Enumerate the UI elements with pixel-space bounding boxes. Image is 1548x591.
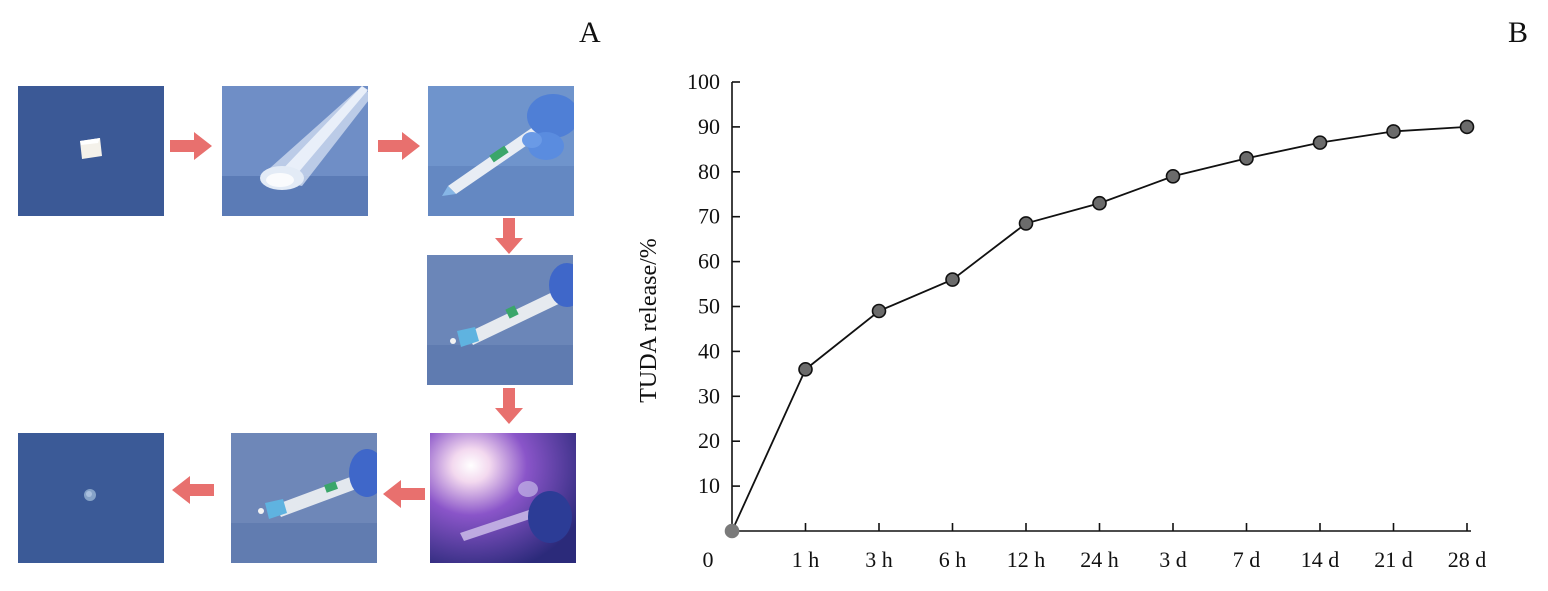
photo-syringe-gloved-hand (428, 86, 574, 216)
panel-a-label: A (579, 16, 601, 49)
arrow-right-icon (170, 132, 212, 160)
x-tick-label: 14 d (1301, 547, 1340, 572)
x-tick-label: 21 d (1374, 547, 1413, 572)
y-tick-label: 40 (698, 338, 720, 363)
arrow-right-icon (378, 132, 420, 160)
data-point (1386, 124, 1401, 139)
y-tick-label: 70 (698, 204, 720, 229)
data-point (871, 303, 887, 319)
y-tick-label: 90 (698, 114, 720, 139)
photo-cured-droplet (18, 433, 164, 563)
data-point (1312, 135, 1328, 150)
data-point (945, 272, 960, 287)
data-points (724, 119, 1475, 539)
x-tick-label: 3 d (1159, 547, 1187, 572)
photo-syringe-injection-2 (231, 433, 377, 563)
y-axis-title: TUDA release/% (636, 238, 662, 403)
y-tick-label: 60 (698, 249, 720, 274)
x-tick-label: 3 h (865, 547, 893, 572)
data-point (1459, 119, 1475, 135)
arrow-down-icon (495, 388, 523, 424)
photo-glass-tube-hydrogel (222, 86, 368, 216)
data-point (1092, 195, 1107, 211)
x-tick-label: 6 h (939, 547, 967, 572)
data-point (1239, 151, 1254, 166)
photo-light-irradiation (430, 433, 576, 563)
data-point (724, 523, 740, 539)
arrow-down-icon (495, 218, 523, 254)
y-tick-label: 80 (698, 159, 720, 184)
release-chart: 10 20 30 40 50 60 70 80 90 100 1 h 3 h 6 h 12 h 24 h 3… (636, 69, 1487, 572)
data-point (1165, 168, 1181, 184)
photo-syringe-injection (427, 255, 573, 385)
x-tick-label: 24 h (1080, 547, 1119, 572)
arrow-left-icon (172, 476, 214, 504)
panel-b-label: B (1508, 16, 1529, 49)
x-tick-label: 7 d (1233, 547, 1261, 572)
data-point (1018, 216, 1034, 231)
y-tick-label: 100 (687, 69, 720, 94)
x-tick-label: 1 h (792, 547, 820, 572)
series-line (731, 126, 1468, 532)
y-axis-ticks: 10 20 30 40 50 60 70 80 90 100 (687, 69, 740, 498)
x-axis-ticks: 1 h 3 h 6 h 12 h 24 h 3 d 7 d 14 d 21 d 28 d (792, 523, 1487, 572)
y-tick-label: 10 (698, 473, 720, 498)
y-tick-label: 30 (698, 383, 720, 408)
origin-label: 0 (703, 547, 714, 572)
x-tick-label: 12 h (1007, 547, 1046, 572)
data-point (798, 362, 813, 377)
y-tick-label: 20 (698, 428, 720, 453)
arrow-left-icon (383, 480, 425, 508)
photo-solid-sample (18, 86, 164, 216)
x-tick-label: 28 d (1448, 547, 1487, 572)
y-tick-label: 50 (698, 294, 720, 319)
